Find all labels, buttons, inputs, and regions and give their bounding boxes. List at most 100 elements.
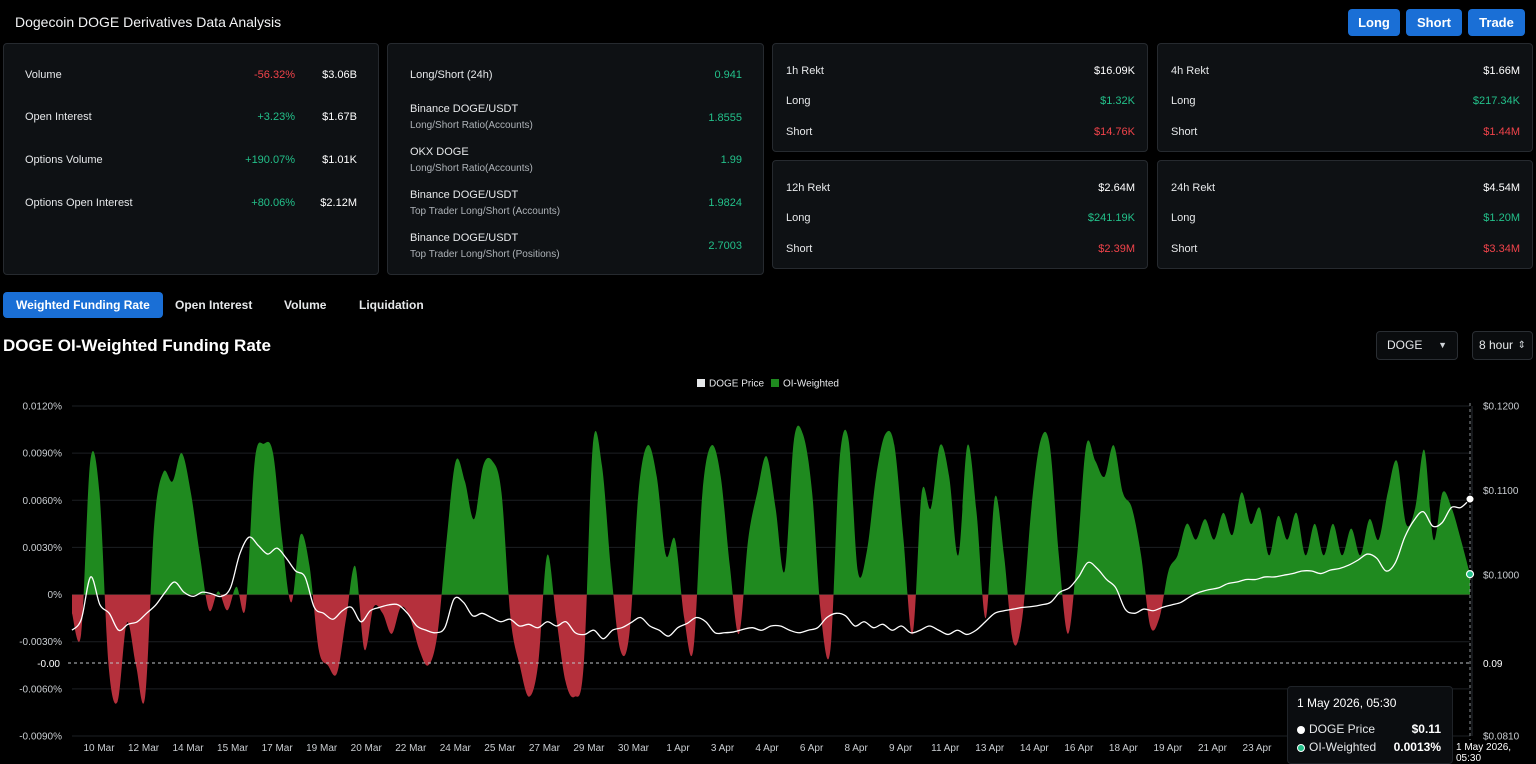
price-dot-icon bbox=[1297, 726, 1305, 734]
rekt-long-value: $1.32K bbox=[1100, 95, 1135, 107]
ls-item-name: OKX DOGE bbox=[410, 146, 469, 158]
tab-volume[interactable]: Volume bbox=[284, 298, 327, 312]
x-tick-label: 23 Apr bbox=[1243, 743, 1273, 754]
rekt-long-label: Long bbox=[786, 212, 811, 224]
long-short-24h-value: 0.941 bbox=[714, 69, 742, 81]
rekt-short-value: $3.34M bbox=[1483, 243, 1520, 255]
tooltip-rate-label: OI-Weighted bbox=[1309, 740, 1377, 754]
y-tick-left: 0.0120% bbox=[23, 402, 63, 413]
rekt-total: $2.64M bbox=[1098, 182, 1135, 194]
crosshair-time-label: 1 May 2026, 05:30 bbox=[1453, 742, 1536, 764]
ls-item-sub: Long/Short Ratio(Accounts) bbox=[410, 120, 533, 131]
legend-price-label[interactable]: DOGE Price bbox=[709, 379, 764, 390]
symbol-select[interactable]: DOGE ▼ bbox=[1376, 331, 1458, 360]
x-tick-label: 24 Mar bbox=[440, 743, 472, 754]
x-tick-label: 4 Apr bbox=[755, 743, 779, 754]
x-tick-label: 10 Mar bbox=[83, 743, 115, 754]
long-short-24h-label: Long/Short (24h) bbox=[410, 69, 493, 81]
x-tick-label: 21 Apr bbox=[1198, 743, 1228, 754]
y-tick-left: 0.0090% bbox=[23, 449, 63, 460]
options-oi-value: $2.12M bbox=[320, 197, 357, 209]
x-tick-label: 19 Mar bbox=[306, 743, 338, 754]
open-interest-value: $1.67B bbox=[322, 111, 357, 123]
updown-chevron-icon: ⇕ bbox=[1517, 340, 1526, 351]
ls-item-sub: Long/Short Ratio(Accounts) bbox=[410, 163, 533, 174]
ls-item-value: 1.8555 bbox=[708, 112, 742, 124]
x-tick-label: 8 Apr bbox=[844, 743, 868, 754]
rekt-card-12h: 12h Rekt $2.64M Long $241.19K Short $2.3… bbox=[772, 160, 1148, 269]
crosshair-left-label: -0.00 bbox=[37, 659, 60, 670]
y-tick-left: -0.0060% bbox=[19, 684, 62, 695]
ls-item-sub: Top Trader Long/Short (Positions) bbox=[410, 249, 560, 260]
tab-open-interest[interactable]: Open Interest bbox=[175, 298, 253, 312]
rekt-long-label: Long bbox=[1171, 212, 1196, 224]
tooltip-price-value: $0.11 bbox=[1411, 722, 1441, 736]
rekt-total: $1.66M bbox=[1483, 65, 1520, 77]
market-stats-card: Volume -56.32% $3.06B Open Interest +3.2… bbox=[3, 43, 379, 275]
rekt-card-1h: 1h Rekt $16.09K Long $1.32K Short $14.76… bbox=[772, 43, 1148, 152]
legend-price-swatch bbox=[697, 379, 705, 387]
tooltip-rate-row: OI-Weighted bbox=[1297, 740, 1376, 754]
tab-liquidation[interactable]: Liquidation bbox=[359, 298, 424, 312]
ls-item-value: 1.9824 bbox=[708, 197, 742, 209]
rekt-long-value: $1.20M bbox=[1483, 212, 1520, 224]
x-tick-label: 3 Apr bbox=[711, 743, 735, 754]
options-volume-value: $1.01K bbox=[322, 154, 357, 166]
x-tick-label: 11 Apr bbox=[931, 743, 960, 754]
funding-rate-chart[interactable]: DOGE Price OI-Weighted 0.0120% 0.0090% 0.0… bbox=[0, 368, 1536, 764]
x-tick-label: 16 Apr bbox=[1064, 743, 1094, 754]
rekt-label: 4h Rekt bbox=[1171, 65, 1209, 77]
rate-marker bbox=[1465, 570, 1475, 579]
rekt-long-value: $217.34K bbox=[1472, 95, 1520, 107]
y-tick-left: 0% bbox=[48, 590, 63, 601]
top-bar: Dogecoin DOGE Derivatives Data Analysis … bbox=[0, 0, 1536, 42]
crosshair: -0.00 0.09 bbox=[30, 403, 1518, 740]
rekt-short-label: Short bbox=[786, 126, 813, 138]
y-tick-left: -0.0030% bbox=[19, 637, 62, 648]
interval-select[interactable]: 8 hour ⇕ bbox=[1472, 331, 1533, 360]
rekt-total: $4.54M bbox=[1483, 182, 1520, 194]
volume-label: Volume bbox=[25, 69, 62, 81]
tab-weighted-funding-rate[interactable]: Weighted Funding Rate bbox=[3, 292, 163, 318]
price-marker bbox=[1465, 494, 1475, 504]
rekt-long-label: Long bbox=[1171, 95, 1196, 107]
ls-item-name: Binance DOGE/USDT bbox=[410, 232, 519, 244]
x-tick-label: 27 Mar bbox=[529, 743, 561, 754]
rekt-short-value: $1.44M bbox=[1483, 126, 1520, 138]
ls-item-name: Binance DOGE/USDT bbox=[410, 103, 519, 115]
legend-oi-label[interactable]: OI-Weighted bbox=[783, 379, 839, 390]
tooltip-price-label: DOGE Price bbox=[1309, 722, 1376, 736]
ls-item-sub: Top Trader Long/Short (Accounts) bbox=[410, 206, 561, 217]
rekt-total: $16.09K bbox=[1094, 65, 1135, 77]
x-tick-label: 20 Mar bbox=[351, 743, 383, 754]
x-tick-label: 6 Apr bbox=[800, 743, 824, 754]
doge-price-line bbox=[71, 498, 1471, 640]
long-button[interactable]: Long bbox=[1348, 9, 1400, 36]
x-tick-label: 9 Apr bbox=[889, 743, 913, 754]
x-tick-label: 14 Apr bbox=[1020, 743, 1050, 754]
ls-item-name: Binance DOGE/USDT bbox=[410, 189, 519, 201]
open-interest-change: +3.23% bbox=[257, 111, 295, 123]
y-tick-right: $0.1200 bbox=[1483, 402, 1520, 413]
crosshair-right-label-bg bbox=[1478, 656, 1518, 670]
x-tick-label: 12 Mar bbox=[128, 743, 160, 754]
short-button[interactable]: Short bbox=[1406, 9, 1462, 36]
rekt-short-label: Short bbox=[786, 243, 813, 255]
tooltip-rate-value: 0.0013% bbox=[1393, 740, 1441, 754]
crosshair-right-label: 0.09 bbox=[1483, 659, 1503, 670]
x-tick-label: 29 Mar bbox=[573, 743, 605, 754]
x-tick-label: 30 Mar bbox=[618, 743, 650, 754]
open-interest-label: Open Interest bbox=[25, 111, 92, 123]
options-oi-change: +80.06% bbox=[251, 197, 295, 209]
volume-change: -56.32% bbox=[254, 69, 295, 81]
x-tick-label: 14 Mar bbox=[173, 743, 205, 754]
chart-legend[interactable]: DOGE Price OI-Weighted bbox=[697, 379, 839, 390]
y-tick-right: $0.1000 bbox=[1483, 571, 1520, 582]
y-tick-left: 0.0060% bbox=[23, 496, 63, 507]
ls-item-value: 2.7003 bbox=[708, 240, 742, 252]
trade-button[interactable]: Trade bbox=[1468, 9, 1525, 36]
rekt-label: 24h Rekt bbox=[1171, 182, 1216, 194]
chart-tooltip: 1 May 2026, 05:30 DOGE Price $0.11 OI-We… bbox=[1287, 686, 1453, 764]
y-tick-right: $0.0810 bbox=[1483, 732, 1520, 743]
y-tick-left: 0.0030% bbox=[23, 543, 63, 554]
